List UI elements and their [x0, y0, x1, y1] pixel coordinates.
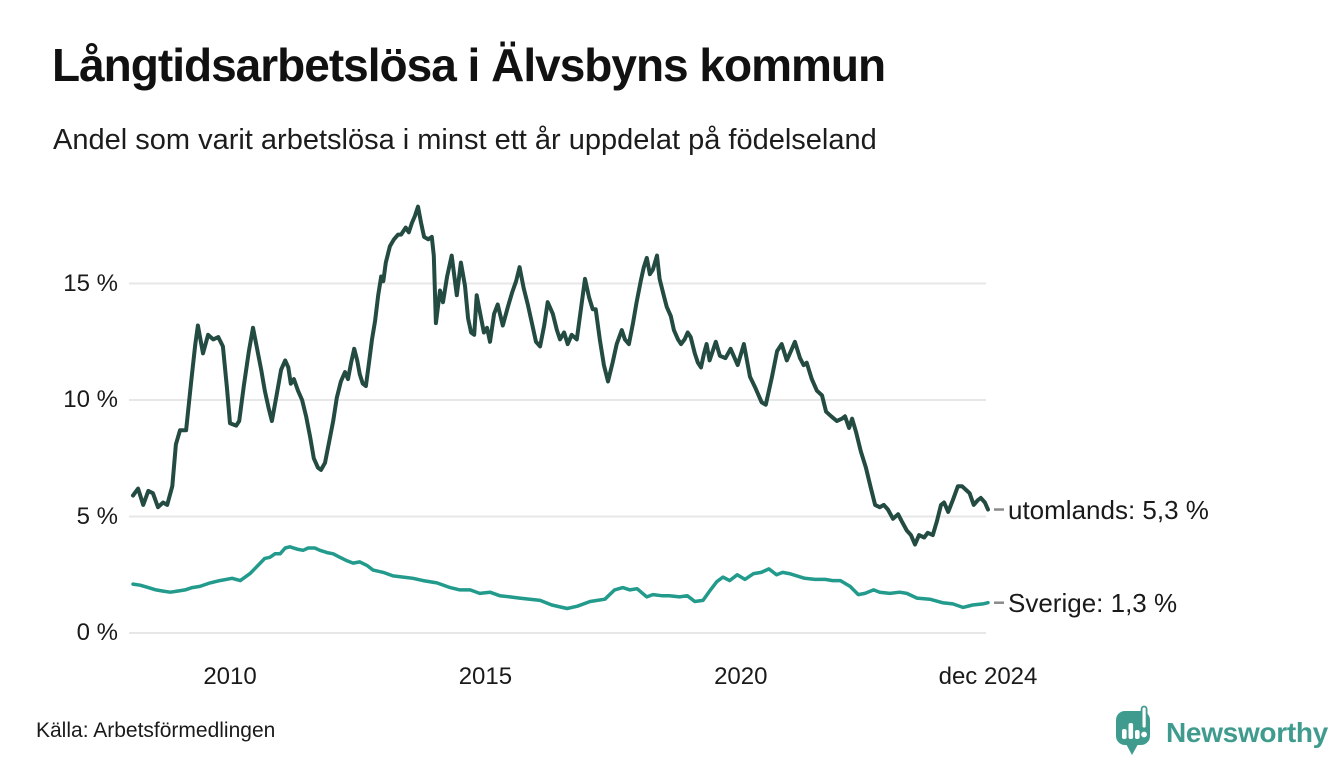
x-tick-label-2015: 2015 — [458, 663, 513, 690]
x-tick-label-2020: 2020 — [714, 663, 768, 690]
end-label-utomlands: utomlands: 5,3 % — [1008, 494, 1209, 525]
y-tick-label-10: 10 % — [63, 386, 118, 414]
newsworthy-logo-icon — [1112, 701, 1158, 763]
series-line-sverige — [131, 545, 990, 611]
page-title: Långtidsarbetslösa i Älvsbyns kommun — [52, 39, 886, 91]
y-tick-label-15: 15 % — [63, 269, 118, 297]
newsworthy-wordmark: Newsworthy — [1166, 717, 1328, 748]
series-line-utomlands — [131, 204, 990, 547]
y-tick-label-5: 5 % — [76, 502, 118, 530]
page-subtitle: Andel som varit arbetslösa i minst ett å… — [53, 124, 877, 156]
x-tick-label-dec-2024: dec 2024 — [938, 663, 1038, 690]
source-attribution: Källa: Arbetsförmedlingen — [36, 719, 276, 742]
x-tick-label-2010: 2010 — [203, 663, 257, 690]
newsworthy-brand: Newsworthy — [1112, 701, 1328, 763]
y-tick-label-0: 0 % — [76, 619, 118, 646]
end-label-sverige: Sverige: 1,3 % — [1008, 587, 1178, 618]
